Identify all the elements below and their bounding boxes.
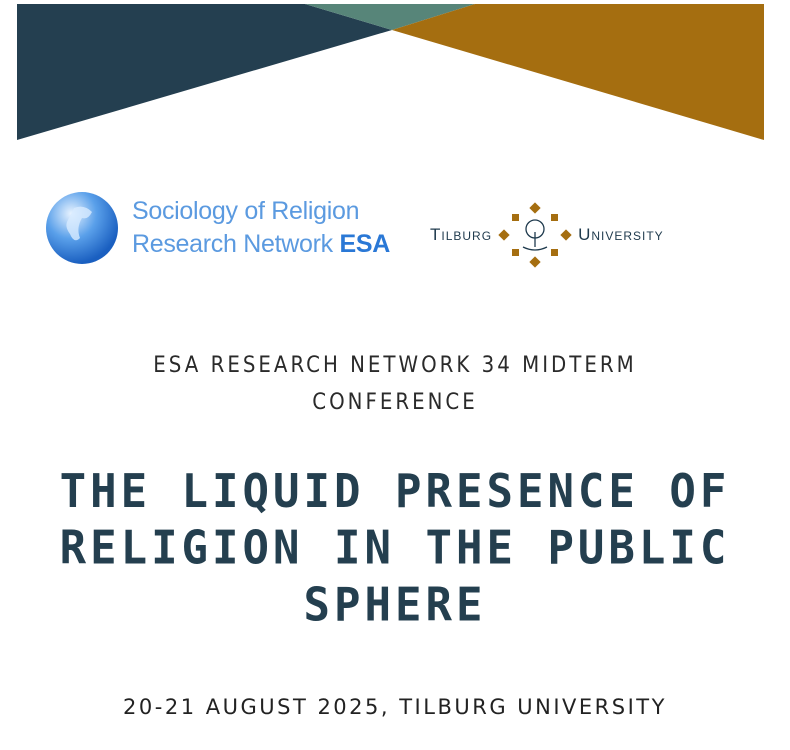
esa-bold: ESA [339, 230, 390, 258]
subtitle-line1: ESA RESEARCH NETWORK 34 MIDTERM [153, 353, 637, 378]
navy-triangle [17, 4, 392, 140]
conference-title: THE LIQUID PRESENCE OF RELIGION IN THE P… [0, 464, 790, 634]
teal-triangle [305, 4, 475, 30]
title-line3: SPHERE [303, 578, 487, 632]
gold-triangle [392, 4, 764, 140]
title-line1: THE LIQUID PRESENCE OF [59, 465, 731, 519]
tilburg-left: Tilburg [430, 225, 493, 244]
conference-date: 20-21 AUGUST 2025, TILBURG UNIVERSITY [123, 695, 667, 719]
tree-emblem-icon [498, 202, 572, 268]
globe-icon [46, 192, 118, 264]
conference-subtitle: ESA RESEARCH NETWORK 34 MIDTERM CONFEREN… [0, 347, 790, 421]
tilburg-right: University [578, 225, 664, 244]
tilburg-logo: Tilburg University [430, 202, 664, 268]
esa-logo: Sociology of Religion Research Network E… [44, 190, 390, 266]
esa-line1: Sociology of Religion [132, 197, 360, 225]
geometric-banner [17, 4, 764, 140]
esa-line2: Research Network [132, 230, 340, 258]
title-line2: RELIGION IN THE PUBLIC [59, 521, 731, 576]
subtitle-line2: CONFERENCE [312, 390, 478, 415]
